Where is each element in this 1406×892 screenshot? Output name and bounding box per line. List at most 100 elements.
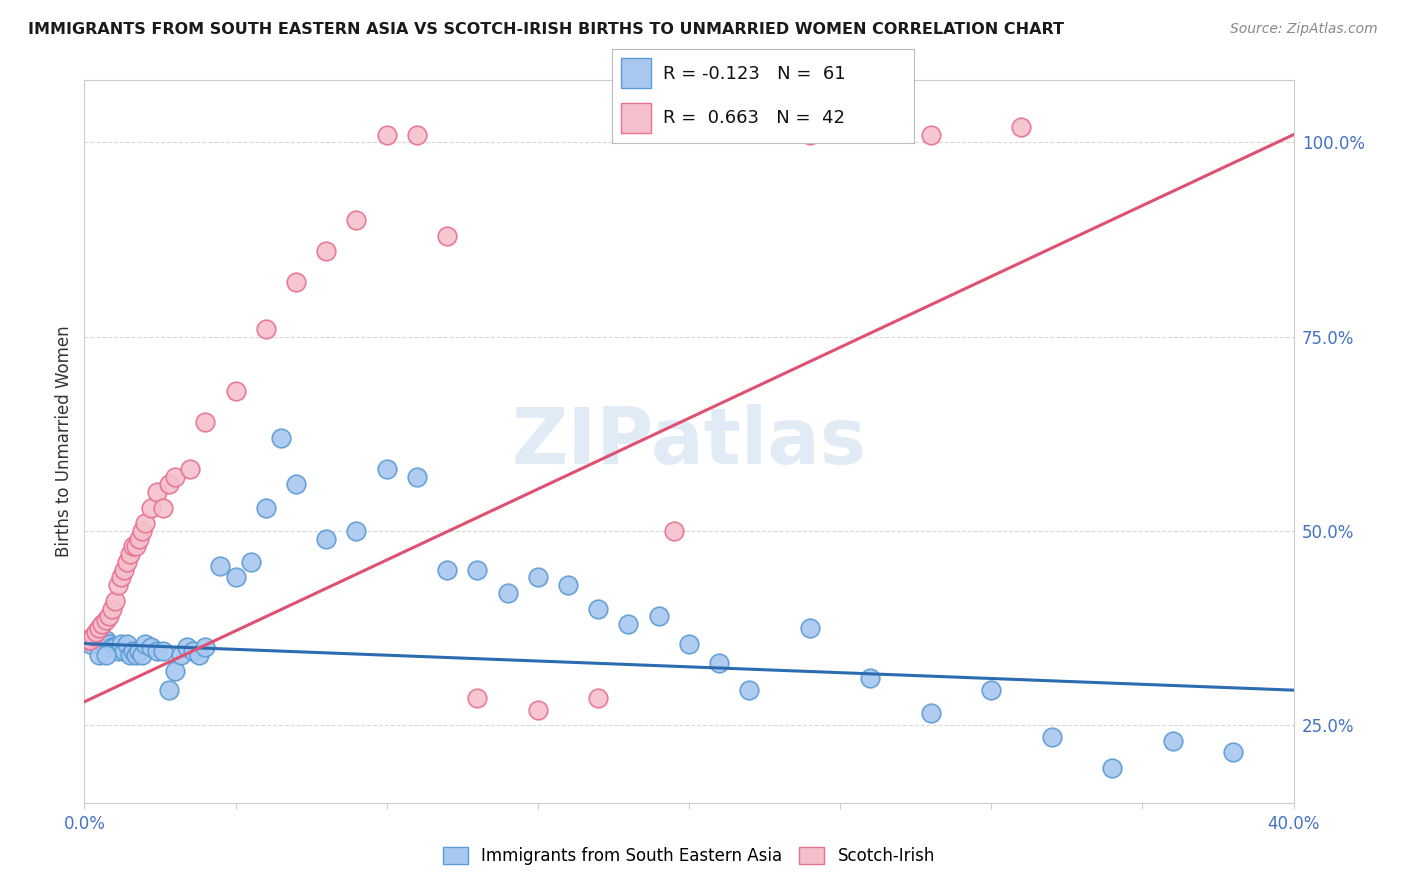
Point [588,601,610,615]
Point [648,609,671,624]
Point [188,648,211,663]
Point [1161,733,1184,747]
Point [128,532,150,546]
Point [79,632,101,647]
Point [76,632,98,647]
Point [118,547,141,561]
Point [375,461,398,475]
Point [157,683,180,698]
Point [799,128,821,142]
Point [165,664,187,678]
Text: IMMIGRANTS FROM SOUTH EASTERN ASIA VS SCOTCH-IRISH BIRTHS TO UNMARRIED WOMEN COR: IMMIGRANTS FROM SOUTH EASTERN ASIA VS SC… [28,22,1064,37]
Point [139,640,162,655]
Point [239,555,262,569]
Point [194,415,217,429]
Text: Source: ZipAtlas.com: Source: ZipAtlas.com [1230,22,1378,37]
Point [859,672,882,686]
Point [315,532,337,546]
Point [436,228,458,243]
Point [152,500,174,515]
Point [128,644,150,658]
Point [157,477,180,491]
Point [79,636,101,650]
Point [181,644,204,658]
Point [146,644,169,658]
Point [209,558,232,573]
Point [270,431,292,445]
Point [346,213,368,227]
Point [738,683,761,698]
Point [94,613,117,627]
Point [112,563,135,577]
FancyBboxPatch shape [620,103,651,134]
FancyBboxPatch shape [620,59,651,88]
Point [131,648,153,663]
Point [194,640,217,655]
Point [112,644,135,658]
Point [980,683,1002,698]
Point [436,563,458,577]
Point [225,384,247,398]
Point [94,648,117,663]
Point [1040,730,1063,744]
Point [1222,745,1244,759]
Point [165,469,187,483]
Point [86,624,108,639]
Point [315,244,337,259]
Point [97,609,120,624]
Point [588,690,610,705]
Point [91,617,114,632]
Point [134,516,156,530]
Point [104,594,127,608]
Point [110,570,132,584]
Point [467,690,489,705]
Point [152,644,174,658]
Point [100,601,122,615]
Text: R = -0.123   N =  61: R = -0.123 N = 61 [664,65,845,83]
Point [121,644,143,658]
Point [107,578,129,592]
Point [285,477,308,491]
Point [82,629,104,643]
Point [89,621,111,635]
Point [557,578,579,592]
Point [76,632,98,647]
Y-axis label: Births to Unmarried Women: Births to Unmarried Women [55,326,73,558]
Point [527,570,550,584]
Point [1011,120,1033,134]
Text: ZIPatlas: ZIPatlas [512,403,866,480]
Point [115,555,138,569]
Point [375,128,398,142]
Point [125,540,148,554]
Point [91,632,114,647]
Point [104,640,127,655]
Point [89,636,111,650]
Point [179,461,201,475]
Point [107,644,129,658]
Point [97,636,120,650]
Point [146,485,169,500]
Point [131,524,153,538]
Point [617,617,640,632]
Point [225,570,247,584]
Point [799,621,821,635]
Point [110,636,132,650]
Point [86,629,108,643]
Legend: Immigrants from South Eastern Asia, Scotch-Irish: Immigrants from South Eastern Asia, Scot… [436,840,942,871]
Point [254,500,277,515]
Point [346,524,368,538]
Point [285,275,308,289]
Point [118,648,141,663]
Point [678,636,700,650]
Point [170,648,193,663]
Point [121,540,143,554]
Point [920,706,942,721]
Point [709,656,731,670]
Point [496,586,519,600]
Point [662,524,685,538]
Point [134,636,156,650]
Point [920,128,942,142]
Point [467,563,489,577]
Point [125,648,148,663]
Point [82,632,104,647]
